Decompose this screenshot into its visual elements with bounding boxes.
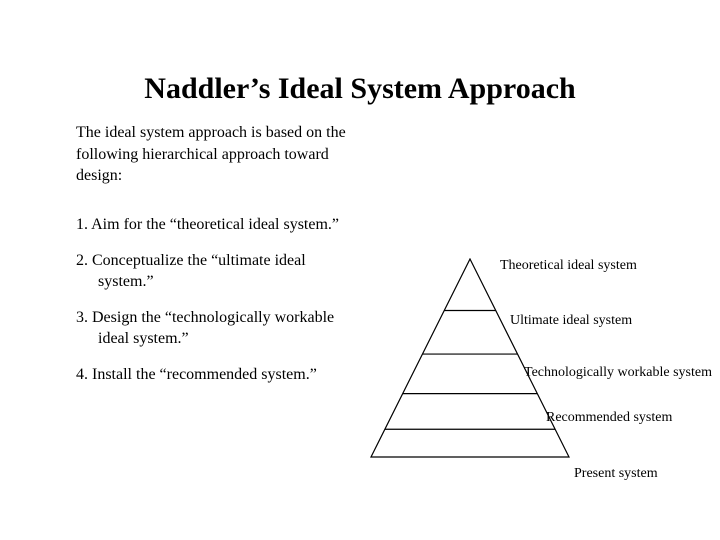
page-title: Naddler’s Ideal System Approach	[0, 72, 720, 106]
intro-paragraph: The ideal system approach is based on th…	[76, 122, 386, 187]
step-line: ideal system.”	[76, 328, 386, 350]
steps-list: 1. Aim for the “theoretical ideal system…	[76, 214, 386, 400]
step-line: 4. Install the “recommended system.”	[76, 364, 386, 386]
step-line: 1. Aim for the “theoretical ideal system…	[76, 214, 386, 236]
step-line: 2. Conceptualize the “ultimate ideal	[76, 250, 386, 272]
step-line: 3. Design the “technologically workable	[76, 307, 386, 329]
pyramid-label: Recommended system	[546, 410, 672, 426]
intro-line: design:	[76, 165, 386, 187]
pyramid-label: Technologically workable system	[524, 365, 712, 381]
intro-line: The ideal system approach is based on th…	[76, 122, 386, 144]
step-line: system.”	[76, 271, 386, 293]
pyramid-label: Theoretical ideal system	[500, 258, 637, 274]
slide: Naddler’s Ideal System Approach The idea…	[0, 0, 720, 540]
pyramid-diagram	[370, 258, 570, 458]
pyramid-label: Ultimate ideal system	[510, 313, 632, 329]
step-item: 3. Design the “technologically workable …	[76, 307, 386, 350]
step-item: 1. Aim for the “theoretical ideal system…	[76, 214, 386, 236]
intro-line: following hierarchical approach toward	[76, 144, 386, 166]
step-item: 2. Conceptualize the “ultimate ideal sys…	[76, 250, 386, 293]
pyramid-label: Present system	[574, 466, 658, 482]
step-item: 4. Install the “recommended system.”	[76, 364, 386, 386]
